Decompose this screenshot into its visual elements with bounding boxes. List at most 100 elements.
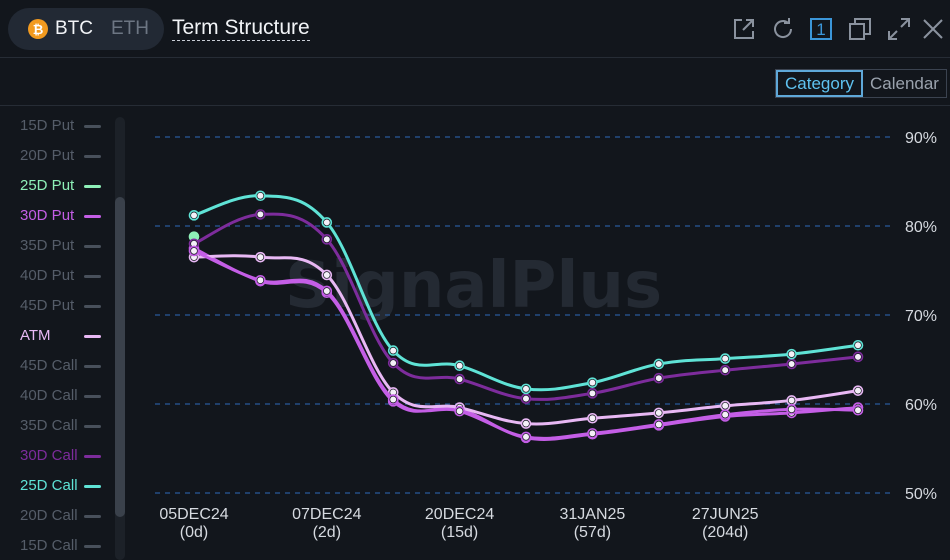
legend-label: ATM: [20, 327, 51, 344]
data-point-core: [589, 379, 596, 386]
legend-label: 15D Put: [20, 117, 75, 134]
asset-eth[interactable]: ETH: [111, 8, 149, 50]
legend-item-20d-put[interactable]: 20D Put: [0, 145, 110, 167]
series-line-4: [193, 194, 859, 392]
x-tick-days: (2d): [313, 524, 341, 541]
legend-label: 35D Call: [20, 417, 78, 434]
header-bar: ₿ BTC ETH Term Structure 1: [0, 0, 950, 58]
close-icon[interactable]: [920, 16, 946, 42]
asset-btc-label: BTC: [55, 18, 93, 39]
legend-label: 45D Put: [20, 297, 75, 314]
data-point-core: [523, 433, 529, 440]
page-title[interactable]: Term Structure: [172, 16, 310, 41]
data-point-core: [855, 353, 861, 360]
data-point-core: [589, 415, 596, 422]
y-tick-label: 50%: [905, 486, 937, 503]
data-point-core: [191, 247, 197, 254]
data-point-core: [390, 389, 397, 396]
data-point-core: [589, 390, 596, 397]
legend-item-25d-call[interactable]: 25D Call: [0, 475, 110, 497]
data-point-core: [257, 254, 264, 261]
legend-swatch: [84, 515, 101, 518]
data-point-core: [589, 430, 596, 437]
data-point-core: [456, 362, 463, 369]
legend-item-atm[interactable]: ATM: [0, 325, 110, 347]
copy-icon[interactable]: [847, 16, 873, 42]
legend-label: 40D Put: [20, 267, 75, 284]
data-point-core: [323, 271, 330, 278]
category-tab[interactable]: Category: [776, 70, 863, 97]
term-structure-chart: SignalPlus90%80%70%60%50%05DEC24(0d)07DE…: [155, 130, 937, 541]
legend-item-20d-call[interactable]: 20D Call: [0, 505, 110, 527]
y-tick-label: 90%: [905, 130, 937, 147]
legend-item-30d-put[interactable]: 30D Put: [0, 205, 110, 227]
legend-item-15d-put[interactable]: 15D Put: [0, 115, 110, 137]
legend-item-45d-call[interactable]: 45D Call: [0, 355, 110, 377]
legend-swatch: [84, 455, 101, 458]
legend-label: 20D Put: [20, 147, 75, 164]
series-line-3: [193, 212, 859, 401]
data-point-core: [523, 395, 529, 402]
data-point-core: [390, 360, 397, 367]
x-tick-days: (204d): [702, 524, 748, 541]
expand-icon[interactable]: [886, 16, 912, 42]
y-tick-label: 60%: [905, 397, 937, 414]
asset-btc[interactable]: ₿ BTC: [28, 8, 93, 50]
data-point-core: [788, 351, 795, 358]
one-icon[interactable]: 1: [810, 18, 832, 40]
data-point-core: [390, 396, 397, 403]
refresh-icon[interactable]: [770, 16, 796, 42]
legend-swatch: [84, 365, 101, 368]
external-link-icon[interactable]: [731, 16, 757, 42]
data-point-core: [722, 355, 729, 362]
legend-swatch: [84, 155, 101, 158]
legend-item-25d-put[interactable]: 25D Put: [0, 175, 110, 197]
legend-label: 25D Call: [20, 477, 78, 494]
legend-swatch: [84, 185, 101, 188]
legend-item-35d-put[interactable]: 35D Put: [0, 235, 110, 257]
legend-item-30d-call[interactable]: 30D Call: [0, 445, 110, 467]
series-line-5: [193, 249, 859, 440]
calendar-tab[interactable]: Calendar: [869, 74, 939, 93]
data-point-core: [323, 287, 330, 294]
data-point-core: [257, 211, 264, 218]
x-tick-date: 20DEC24: [425, 506, 494, 523]
data-point-core: [722, 411, 729, 418]
legend-swatch: [84, 275, 101, 278]
data-point-core: [323, 219, 330, 226]
legend-label: 45D Call: [20, 357, 78, 374]
legend-swatch: [84, 545, 101, 548]
data-point-core: [655, 409, 662, 416]
legend-swatch: [84, 305, 101, 308]
x-tick-date: 05DEC24: [159, 506, 228, 523]
data-point-core: [257, 277, 264, 284]
data-point-core: [523, 385, 529, 392]
legend-label: 40D Call: [20, 387, 78, 404]
scroll-thumb[interactable]: [115, 197, 125, 517]
legend-swatch: [84, 335, 101, 338]
legend-item-15d-call[interactable]: 15D Call: [0, 535, 110, 557]
legend-swatch: [84, 485, 101, 488]
x-tick-days: (0d): [180, 524, 208, 541]
legend-label: 25D Put: [20, 177, 75, 194]
legend-scrollbar[interactable]: [115, 117, 125, 560]
data-point-core: [390, 347, 397, 354]
y-tick-label: 70%: [905, 308, 937, 325]
view-mode-toggle: Category Calendar: [775, 69, 947, 98]
data-point-core: [191, 212, 197, 219]
legend-item-45d-put[interactable]: 45D Put: [0, 295, 110, 317]
legend-swatch: [84, 245, 101, 248]
legend-label: 30D Call: [20, 447, 78, 464]
bitcoin-icon: ₿: [28, 19, 48, 39]
legend-swatch: [84, 395, 101, 398]
legend-item-40d-call[interactable]: 40D Call: [0, 385, 110, 407]
asset-toggle: ₿ BTC ETH: [8, 8, 164, 50]
legend-label: 30D Put: [20, 207, 75, 224]
legend-item-40d-put[interactable]: 40D Put: [0, 265, 110, 287]
data-point-core: [523, 420, 529, 427]
y-tick-label: 80%: [905, 219, 937, 236]
asset-eth-label: ETH: [111, 18, 149, 39]
data-point-core: [257, 192, 264, 199]
legend-item-35d-call[interactable]: 35D Call: [0, 415, 110, 437]
legend-label: 35D Put: [20, 237, 75, 254]
